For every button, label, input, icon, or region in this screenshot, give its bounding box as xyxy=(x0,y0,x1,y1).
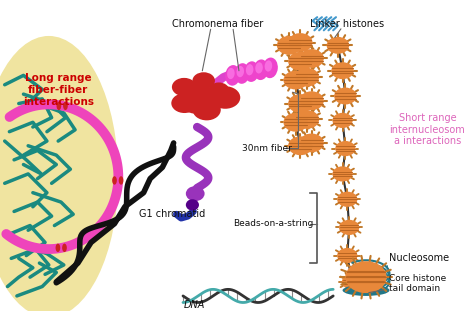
Ellipse shape xyxy=(288,94,312,113)
Ellipse shape xyxy=(186,186,205,201)
Text: Chromonema fiber: Chromonema fiber xyxy=(172,19,264,29)
Ellipse shape xyxy=(335,141,356,156)
Ellipse shape xyxy=(172,78,196,96)
Ellipse shape xyxy=(180,89,195,100)
Ellipse shape xyxy=(225,65,240,86)
Ellipse shape xyxy=(337,248,357,263)
Ellipse shape xyxy=(288,33,312,52)
Ellipse shape xyxy=(288,52,312,71)
Ellipse shape xyxy=(246,64,254,75)
Ellipse shape xyxy=(255,62,263,74)
Ellipse shape xyxy=(327,37,349,54)
Text: 30nm fiber: 30nm fiber xyxy=(242,144,292,153)
Ellipse shape xyxy=(187,98,204,110)
Ellipse shape xyxy=(237,66,244,77)
Text: Short range
internucleosom
a interactions: Short range internucleosom a interaction… xyxy=(390,113,465,146)
Ellipse shape xyxy=(283,71,308,90)
Ellipse shape xyxy=(0,36,118,317)
Ellipse shape xyxy=(204,96,222,110)
Ellipse shape xyxy=(192,72,215,89)
Ellipse shape xyxy=(244,61,259,82)
Ellipse shape xyxy=(346,261,387,293)
Ellipse shape xyxy=(300,91,324,110)
Ellipse shape xyxy=(334,88,356,104)
Ellipse shape xyxy=(300,49,324,68)
Ellipse shape xyxy=(343,285,390,296)
Text: G1 chromatid: G1 chromatid xyxy=(139,209,205,219)
Text: DNA: DNA xyxy=(184,300,205,310)
Ellipse shape xyxy=(56,102,61,110)
Ellipse shape xyxy=(254,59,268,80)
Text: Beads-on-a-string: Beads-on-a-string xyxy=(233,219,313,228)
Ellipse shape xyxy=(332,113,353,128)
Text: Nucleosome: Nucleosome xyxy=(390,253,450,264)
Ellipse shape xyxy=(55,244,60,252)
Ellipse shape xyxy=(332,166,353,181)
Ellipse shape xyxy=(288,136,312,155)
Ellipse shape xyxy=(178,84,216,114)
Text: Linker histones: Linker histones xyxy=(310,19,384,29)
Ellipse shape xyxy=(295,68,319,87)
Ellipse shape xyxy=(331,62,354,79)
Ellipse shape xyxy=(235,63,250,84)
Ellipse shape xyxy=(210,86,240,109)
Ellipse shape xyxy=(186,199,199,211)
Ellipse shape xyxy=(264,60,272,72)
Ellipse shape xyxy=(263,57,278,78)
Ellipse shape xyxy=(283,113,308,132)
Ellipse shape xyxy=(63,102,68,110)
Ellipse shape xyxy=(112,176,117,185)
Ellipse shape xyxy=(337,192,357,207)
Ellipse shape xyxy=(171,93,198,113)
Text: Core histone
tail domain: Core histone tail domain xyxy=(390,274,447,293)
Ellipse shape xyxy=(339,220,359,235)
Ellipse shape xyxy=(342,274,362,290)
Ellipse shape xyxy=(62,244,67,252)
Ellipse shape xyxy=(227,68,235,79)
Text: Long range
fiber-fiber
interactions: Long range fiber-fiber interactions xyxy=(23,74,94,107)
Ellipse shape xyxy=(277,36,301,55)
Ellipse shape xyxy=(300,134,324,152)
Ellipse shape xyxy=(192,99,221,120)
Ellipse shape xyxy=(118,176,123,185)
Ellipse shape xyxy=(295,110,319,129)
Ellipse shape xyxy=(209,82,229,98)
